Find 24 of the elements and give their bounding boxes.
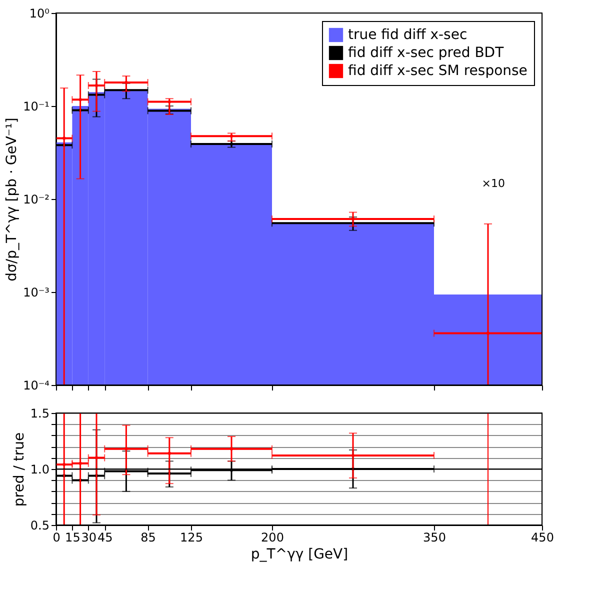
legend-label: fid diff x-sec pred BDT (348, 45, 504, 61)
y-axis-title: pred / true (11, 432, 28, 507)
y-tick-label: 10⁻³ (23, 286, 50, 300)
x-tick-label: 15 (65, 530, 80, 544)
x-axis-title: p_T^γγ [GeV] (250, 546, 348, 562)
y-tick-label: 10⁰ (29, 6, 50, 20)
x-tick-label: 45 (97, 530, 113, 544)
x-tick-label: 30 (81, 530, 97, 544)
x-tick-label: 450 (531, 530, 554, 544)
x-tick-label: 85 (140, 530, 156, 544)
y-axis-title: dσ/p_T^γγ [pb · GeV⁻¹] (4, 118, 20, 282)
y-tick-label: 10⁻⁴ (23, 378, 50, 392)
y-tick-label: 10⁻¹ (23, 100, 50, 114)
y-tick-label: 1.5 (30, 406, 50, 420)
x-tick-label: 125 (180, 530, 203, 544)
annotation: ×10 (482, 177, 506, 190)
x-tick-label: 350 (423, 530, 446, 544)
x-tick-label: 0 (52, 530, 60, 544)
x-tick-label: 200 (261, 530, 284, 544)
y-tick-label: 1.0 (30, 462, 50, 476)
y-tick-label: 0.5 (30, 518, 50, 532)
legend-label: fid diff x-sec SM response (348, 63, 528, 79)
legend-label: true fid diff x-sec (348, 27, 468, 43)
y-tick-label: 10⁻² (23, 192, 50, 206)
